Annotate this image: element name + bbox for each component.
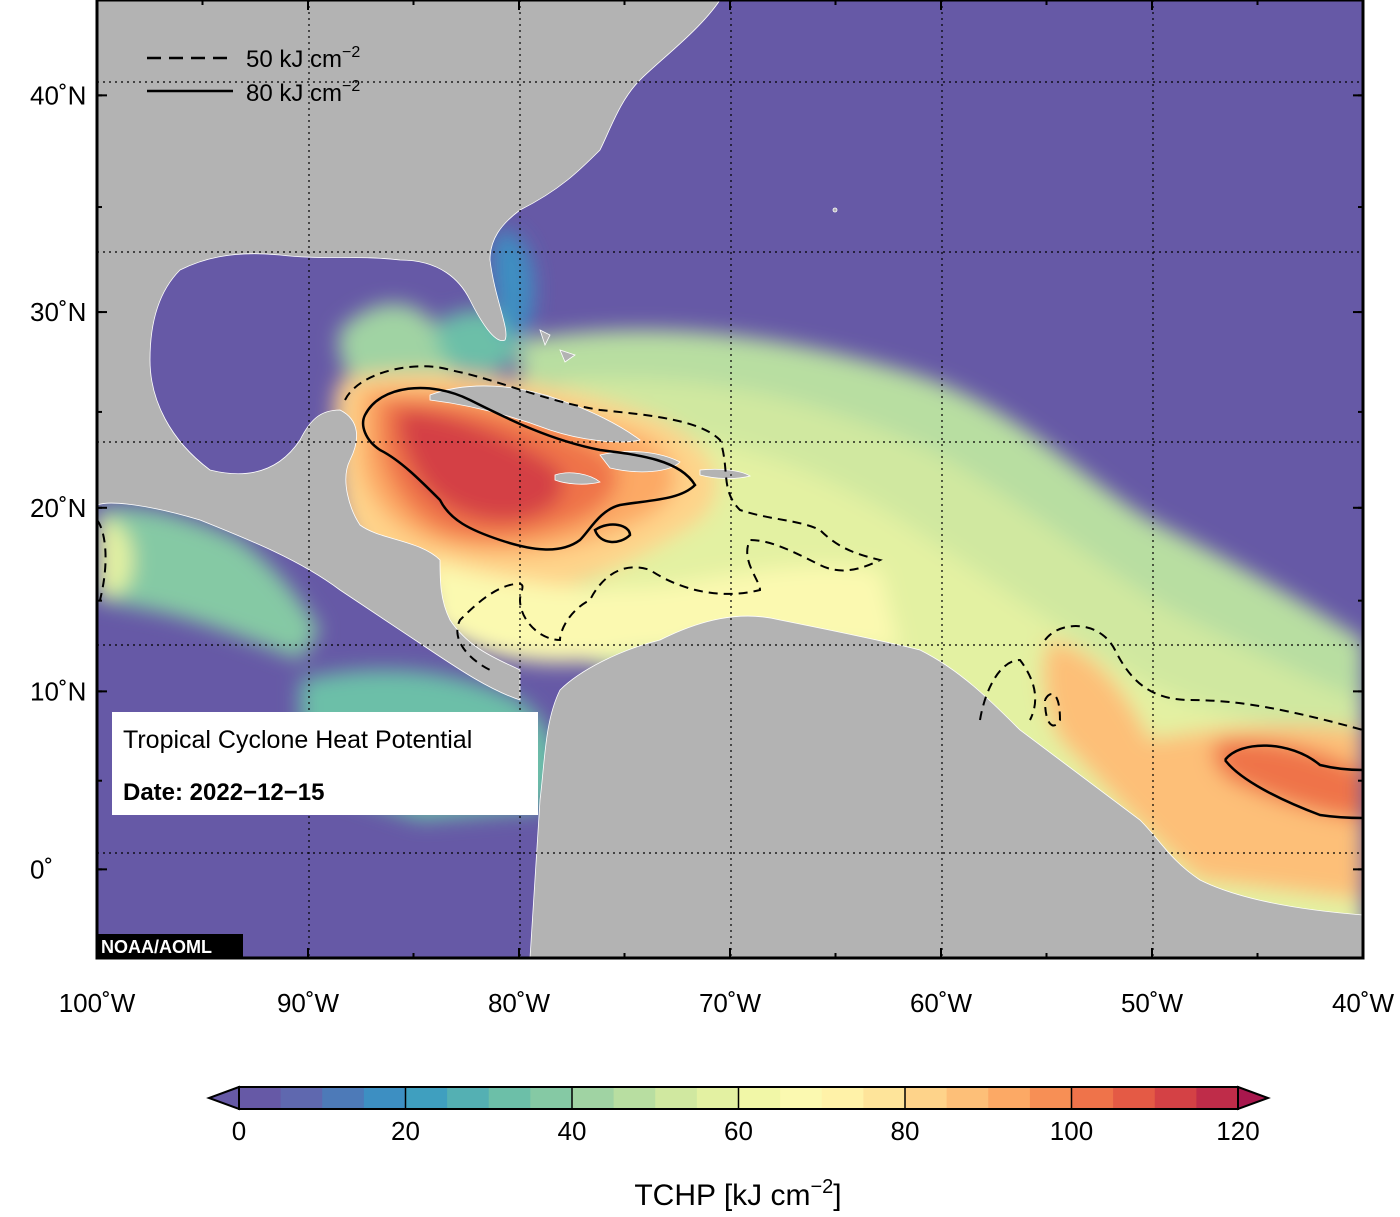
- contours-80: [361, 386, 1363, 820]
- bahamas-land: [539, 329, 576, 363]
- lon-tick-label: 80˚W: [488, 988, 551, 1018]
- lat-tick-label: 0˚: [30, 854, 53, 884]
- colorbar-segment: [1154, 1087, 1197, 1109]
- colorbar-tick-label: 60: [724, 1116, 753, 1146]
- colorbar-segment: [405, 1087, 448, 1109]
- contour-legend: 50 kJ cm−2 80 kJ cm−2: [147, 44, 360, 107]
- colorbar-segment: [1029, 1087, 1072, 1109]
- colorbar-segment: [1071, 1087, 1114, 1109]
- colorbar-segment: [322, 1087, 365, 1109]
- map-ticks: [96, 0, 1364, 959]
- puerto-rico-land: [699, 468, 752, 479]
- credit-text: NOAA/AOML: [101, 937, 212, 957]
- lon-tick-label: 100˚W: [59, 988, 136, 1018]
- title-box: Tropical Cyclone Heat Potential Date: 20…: [112, 712, 538, 815]
- colorbar-title: TCHP [kJ cm−2]: [634, 1176, 841, 1212]
- colorbar-segment: [447, 1087, 490, 1109]
- colorbar-segment: [863, 1087, 906, 1109]
- colorbar-segment: [821, 1087, 864, 1109]
- map-date: Date: 2022−12−15: [123, 779, 325, 806]
- hispaniola-land: [599, 451, 681, 473]
- lat-tick-label: 20˚N: [30, 493, 86, 523]
- colorbar-segment: [655, 1087, 698, 1109]
- colorbar-segment: [363, 1087, 406, 1109]
- jamaica-land: [554, 472, 601, 485]
- north-america-land: [97, 0, 721, 701]
- lon-tick-label: 40˚W: [1332, 988, 1395, 1018]
- colorbar-segment: [613, 1087, 656, 1109]
- colorbar-tick-label: 100: [1050, 1116, 1093, 1146]
- land-masses: [97, 0, 1363, 958]
- map-panel: 50 kJ cm−2 80 kJ cm−2 Tropical Cyclone H…: [97, 0, 1363, 958]
- lat-tick-label: 10˚N: [30, 676, 86, 706]
- colorbar-segment: [946, 1087, 989, 1109]
- colorbar-segment: [988, 1087, 1031, 1109]
- colorbar-segment: [780, 1087, 823, 1109]
- map-title: Tropical Cyclone Heat Potential: [123, 726, 472, 754]
- colorbar-segment: [530, 1087, 573, 1109]
- colorbar: [206, 1085, 1271, 1111]
- lat-tick-label: 40˚N: [30, 80, 86, 110]
- latitude-labels: 40˚N 30˚N 20˚N 10˚N 0˚: [30, 80, 86, 884]
- credit-badge: NOAA/AOML: [97, 934, 243, 958]
- legend-dashed-label: 50 kJ cm−2: [246, 44, 360, 73]
- lon-tick-label: 70˚W: [699, 988, 762, 1018]
- colorbar-tick-label: 80: [891, 1116, 920, 1146]
- colorbar-tick-label: 0: [232, 1116, 246, 1146]
- colorbar-low-extend: [206, 1085, 240, 1111]
- colorbar-segment: [905, 1087, 948, 1109]
- colorbar-tick-label: 20: [391, 1116, 420, 1146]
- south-america-land: [529, 615, 1363, 958]
- lon-tick-label: 50˚W: [1121, 988, 1184, 1018]
- colorbar-segment: [572, 1087, 615, 1109]
- lon-tick-label: 60˚W: [910, 988, 973, 1018]
- legend-solid-label: 80 kJ cm−2: [246, 78, 360, 107]
- colorbar-segment: [738, 1087, 781, 1109]
- bermuda-land: [832, 207, 838, 213]
- colorbar-segment: [280, 1087, 323, 1109]
- lon-tick-label: 90˚W: [277, 988, 340, 1018]
- colorbar-segment: [696, 1087, 739, 1109]
- colorbar-tick-label: 40: [558, 1116, 587, 1146]
- colorbar-segment: [239, 1087, 282, 1109]
- colorbar-high-extend: [1237, 1085, 1271, 1111]
- lat-tick-label: 30˚N: [30, 297, 86, 327]
- colorbar-segment: [1196, 1087, 1239, 1109]
- longitude-labels: 100˚W 90˚W 80˚W 70˚W 60˚W 50˚W 40˚W: [59, 988, 1395, 1018]
- colorbar-tick-label: 120: [1216, 1116, 1259, 1146]
- colorbar-segment: [1113, 1087, 1156, 1109]
- colorbar-tick-labels: 0 20 40 60 80 100 120: [232, 1116, 1260, 1146]
- colorbar-segment: [488, 1087, 531, 1109]
